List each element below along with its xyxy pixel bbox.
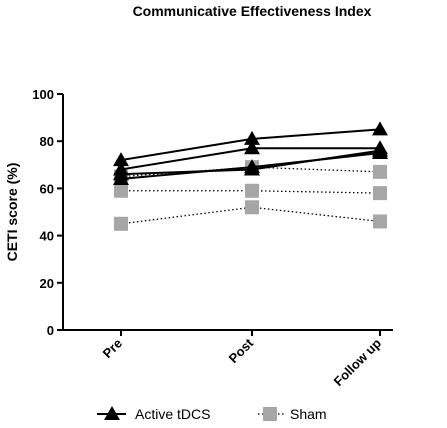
- y-tick-label: 0: [47, 323, 54, 338]
- data-point-group0-1-1: [244, 140, 260, 155]
- data-point-group0-3-1: [244, 159, 260, 174]
- x-tick-label: Pre: [100, 336, 125, 361]
- series-line-group1-1: [121, 190, 381, 194]
- legend-label-1: Sham: [290, 406, 327, 422]
- y-tick-label: 40: [40, 229, 54, 244]
- legend-label-0: Active tDCS: [135, 406, 210, 422]
- data-point-group0-3-2: [372, 145, 388, 159]
- data-point-group1-0-2: [373, 164, 387, 179]
- y-tick-label: 80: [40, 134, 54, 149]
- chart-title: Communicative Effectiveness Index: [133, 3, 372, 19]
- data-point-group0-3-0: [113, 170, 129, 185]
- x-tick-label: Follow up: [331, 335, 385, 389]
- data-point-group1-1-2: [373, 186, 387, 201]
- data-point-group0-0-0: [113, 152, 129, 167]
- data-point-group1-2-2: [373, 214, 387, 229]
- data-point-group0-0-2: [372, 121, 388, 136]
- data-point-group0-0-1: [244, 130, 260, 145]
- y-tick-label: 20: [40, 276, 54, 291]
- legend-marker-1: [263, 407, 277, 421]
- y-tick-label: 60: [40, 181, 54, 196]
- data-point-group1-1-0: [114, 183, 128, 198]
- x-tick-label: Post: [226, 335, 257, 366]
- data-point-group1-2-0: [114, 216, 128, 231]
- data-point-group1-1-1: [245, 183, 259, 198]
- legend: Active tDCS Sham: [97, 406, 327, 422]
- legend-marker-0: [104, 406, 120, 420]
- series-layer: [113, 121, 388, 231]
- y-axis-label: CETI score (%): [4, 163, 20, 262]
- y-tick-label: 100: [32, 87, 54, 102]
- data-point-group1-2-1: [245, 200, 259, 215]
- series-line-group1-0: [120, 166, 381, 178]
